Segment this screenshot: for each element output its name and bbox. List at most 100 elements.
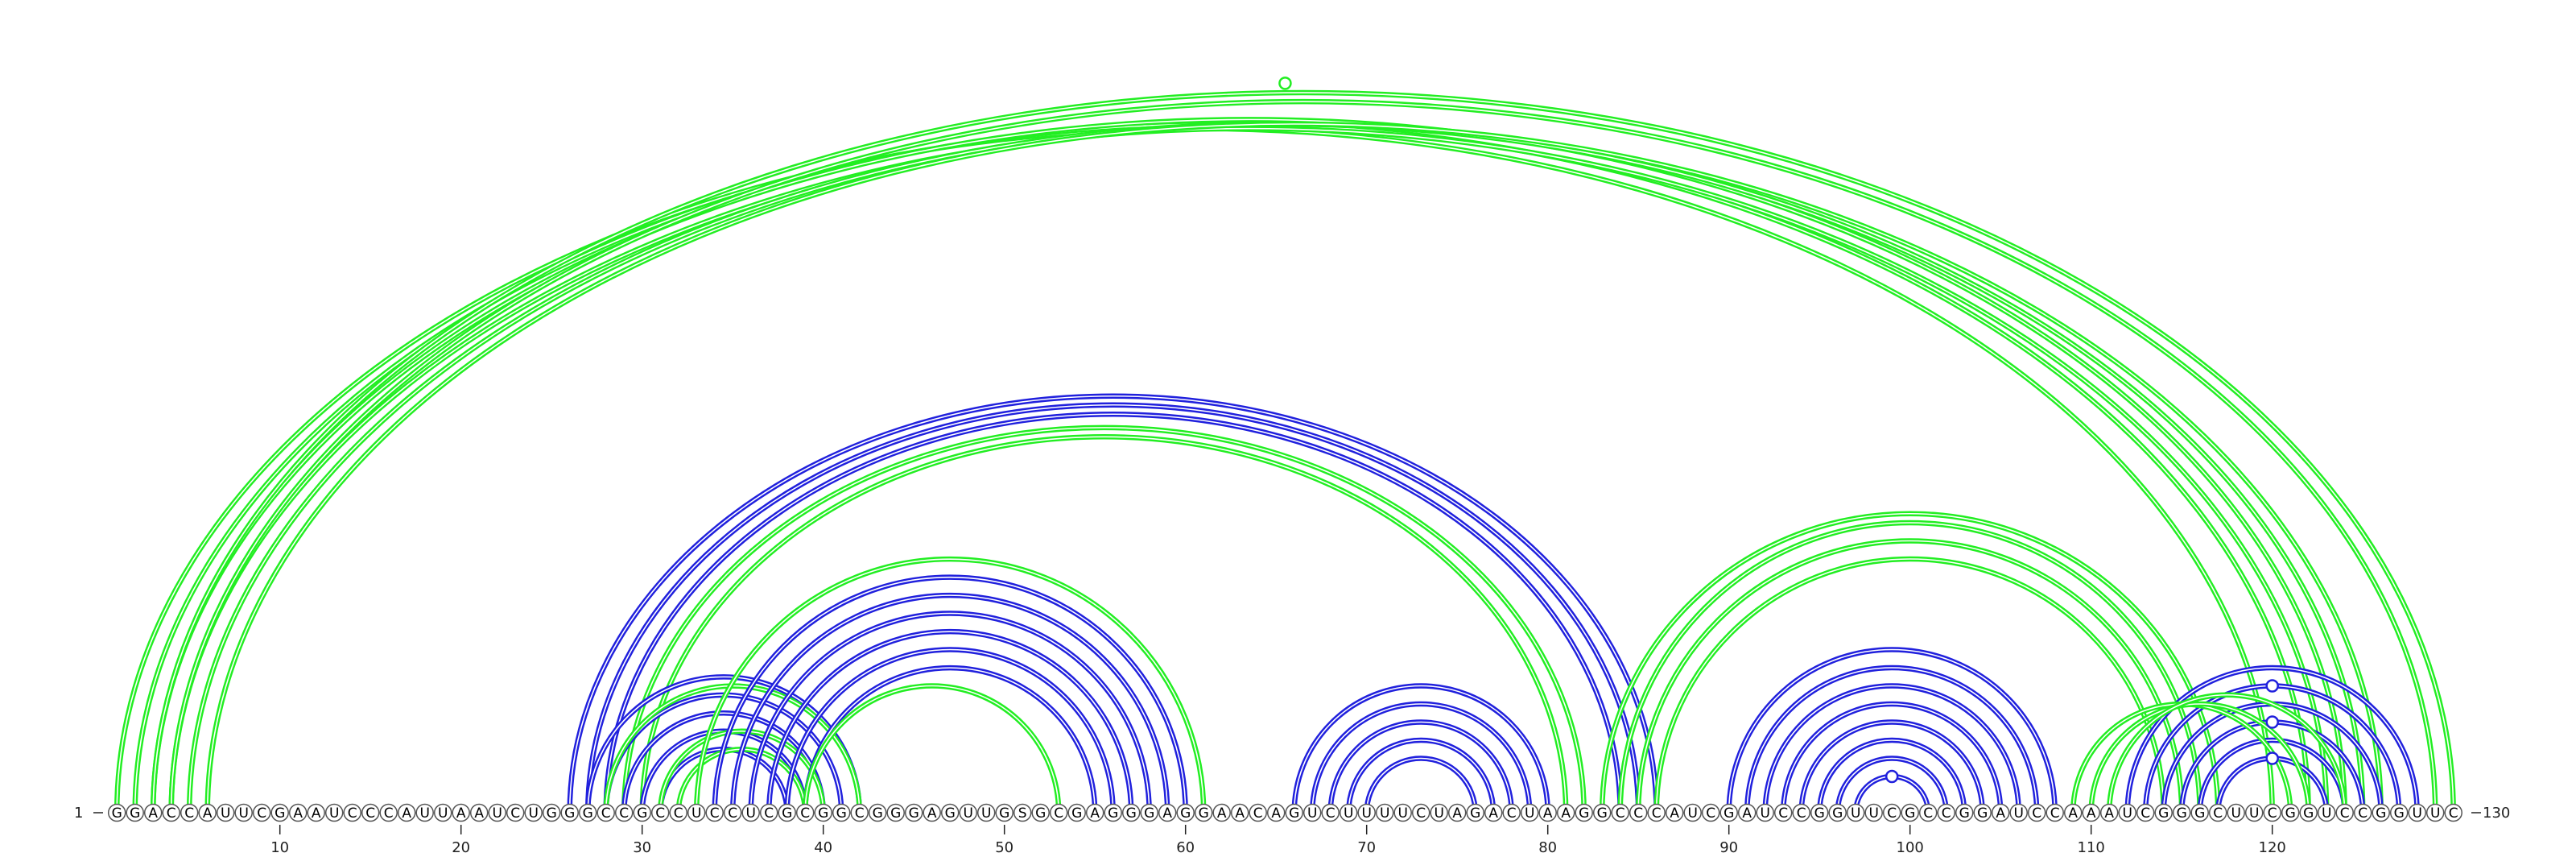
nucleotide-circle: [1955, 803, 1974, 822]
nucleotide-letter: U: [528, 805, 538, 822]
nucleotide-circle: [1828, 803, 1847, 822]
nucleotide-circle: [1538, 803, 1557, 822]
nucleotide-circle: [850, 803, 869, 822]
nucleotide-letter: C: [1616, 805, 1625, 822]
tick-label: 20: [452, 839, 470, 856]
arc-inner-line: [1293, 685, 1549, 814]
nucleotide-circle: [2190, 803, 2209, 822]
arc-inner-line: [641, 436, 1567, 814]
arc-green-4-129: [168, 98, 2438, 814]
nucleotide-circle: [1864, 803, 1883, 822]
arc-green-4-123: [168, 126, 2330, 814]
nucleotide-letter: G: [818, 805, 828, 822]
nucleotide-letter: C: [2358, 805, 2368, 822]
nucleotide-circle: [923, 803, 941, 822]
nucleotide-letter: U: [981, 805, 991, 822]
nucleotide-circle: [687, 803, 706, 822]
nucleotide-letter: U: [1687, 805, 1697, 822]
nucleotide-letter: G: [2285, 805, 2296, 822]
nucleotide-letter: U: [1760, 805, 1769, 822]
arc-inner-line: [2126, 667, 2418, 814]
nucleotide-circle: [1647, 803, 1666, 822]
nucleotide-circle: [886, 803, 905, 822]
nucleotide-circle: [1121, 803, 1141, 822]
nucleotide-letter: G: [130, 805, 140, 822]
nucleotide-circle: [1230, 803, 1249, 822]
tick-label: 10: [270, 839, 289, 856]
nucleotide-circle: [1375, 803, 1394, 822]
nucleotide-letter: C: [384, 805, 394, 822]
nucleotide-letter: A: [1217, 805, 1227, 822]
nucleotide-letter: G: [1144, 805, 1154, 822]
nucleotide-letter: G: [1905, 805, 1915, 822]
nucleotide-circle: [2299, 803, 2318, 822]
nucleotide-letter: G: [2194, 805, 2205, 822]
arc-inner-line: [732, 594, 1168, 814]
nucleotide-circle: [397, 803, 416, 822]
nucleotide-circle: [1991, 803, 2010, 822]
nucleotide-circle: [633, 803, 651, 822]
nucleotide-circle: [1049, 803, 1068, 822]
arc-inner-line: [1800, 721, 1984, 814]
nucleotide-circle: [832, 803, 851, 822]
nucleotide-circle: [2136, 803, 2155, 822]
nucleotide-letter: C: [2032, 805, 2041, 822]
nucleotide-letter: C: [1706, 805, 1715, 822]
nucleotide-letter: A: [1996, 805, 2005, 822]
nucleotide-circle: [234, 803, 253, 822]
nucleotide-letter: U: [1307, 805, 1317, 822]
nucleotide-letter: U: [419, 805, 429, 822]
nucleotide-letter: G: [1470, 805, 1480, 822]
arc-inner-line: [749, 612, 1150, 814]
nucleotide-letter: G: [1126, 805, 1137, 822]
nucleotide-circle: [252, 803, 271, 822]
nucleotide-letter: C: [1054, 805, 1063, 822]
nucleotide-letter: S: [1018, 805, 1027, 822]
arcs-layer: [114, 89, 2456, 814]
arc-inner-line: [152, 118, 2346, 814]
nucleotide-letter: G: [112, 805, 122, 822]
nucleotide-circle: [1104, 803, 1122, 822]
nucleotide-circle: [433, 803, 452, 822]
nucleotide-circle: [705, 803, 724, 822]
arc-inner-line: [1365, 757, 1476, 814]
nucleotide-circle: [1701, 803, 1720, 822]
nucleotide-circle: [1013, 803, 1032, 822]
nucleotide-letter: C: [1797, 805, 1806, 822]
nucleotide-circle: [1085, 803, 1104, 822]
arc-inner-line: [587, 404, 1639, 814]
nucleotide-circle: [1447, 803, 1467, 822]
nucleotide-letter: C: [601, 805, 611, 822]
nucleotide-circle: [162, 803, 180, 822]
nucleotide-letter: G: [999, 805, 1009, 822]
nucleotide-letter: A: [1561, 805, 1571, 822]
arc-inner-line: [1619, 522, 2201, 814]
nucleotide-letter: C: [2213, 805, 2223, 822]
nucleotide-circle: [1339, 803, 1358, 822]
nucleotide-circle: [180, 803, 199, 822]
arc-inner-line: [2090, 703, 2310, 814]
nucleotide-circle: [1973, 803, 1992, 822]
nucleotide-letter: U: [745, 805, 755, 822]
nucleotide-circle: [2244, 803, 2264, 822]
tick-label: 110: [2078, 839, 2105, 856]
nucleotide-circle: [288, 803, 308, 822]
nucleotide-letter: U: [963, 805, 972, 822]
nucleotide-circle: [1466, 803, 1484, 822]
nucleotide-letter: G: [945, 805, 956, 822]
nucleotide-circle: [2172, 803, 2191, 822]
nucleotide-circle: [2317, 803, 2336, 822]
arc-inner-line: [1836, 757, 1947, 814]
arc-inner-line: [768, 631, 1132, 814]
nucleotide-letter: C: [800, 805, 810, 822]
nucleotide-letter: C: [728, 805, 737, 822]
arc-inner-line: [170, 127, 2327, 814]
nucleotide-letter: G: [1199, 805, 1209, 822]
nucleotide-circle: [1937, 803, 1955, 822]
nucleotide-circle: [1918, 803, 1938, 822]
arc-inner-line: [152, 91, 2454, 814]
nucleotide-circle: [1611, 803, 1629, 822]
pair-marker: [2265, 715, 2279, 729]
nucleotide-letter: A: [402, 805, 411, 822]
